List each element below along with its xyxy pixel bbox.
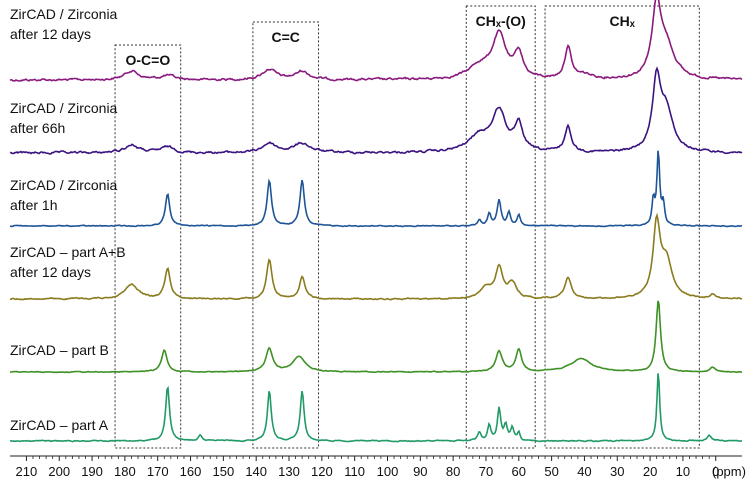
x-tick-label: 120 <box>311 464 333 479</box>
x-axis: 210 200 190 180 170 160 150 140 130 120 110 100 90 80… <box>10 455 746 479</box>
series-label: ZirCAD – part A <box>10 417 109 433</box>
x-tick-label: 150 <box>213 464 235 479</box>
region-box <box>544 5 700 449</box>
region-box <box>465 5 536 449</box>
spectrum-line <box>9 212 743 301</box>
region-box <box>252 21 320 449</box>
region-label: O-C=O <box>125 52 170 68</box>
series-label: after 12 days <box>10 26 91 42</box>
x-tick-label: 190 <box>81 464 103 479</box>
spectrum-line <box>9 0 743 82</box>
series-label: after 66h <box>10 120 65 136</box>
x-tick-label: 200 <box>48 464 70 479</box>
x-tick-label: 140 <box>245 464 267 479</box>
x-tick-label: 50 <box>544 464 558 479</box>
region-box <box>114 44 182 449</box>
series-labels: ZirCAD / Zirconia after 12 days ZirCAD / Z… <box>10 6 126 433</box>
series-label: ZirCAD / Zirconia <box>10 177 118 193</box>
x-tick-label: 0 <box>712 464 719 479</box>
x-tick-label: 80 <box>446 464 460 479</box>
region-label: CHₓ <box>610 13 636 29</box>
x-tick-label: 60 <box>512 464 526 479</box>
x-tick-label: 30 <box>610 464 624 479</box>
x-tick-label: 130 <box>278 464 300 479</box>
spectrum-line <box>9 373 743 443</box>
x-tick-label: 100 <box>377 464 399 479</box>
spectra-traces <box>9 0 743 443</box>
x-tick-label: 20 <box>643 464 657 479</box>
series-label: after 1h <box>10 197 57 213</box>
x-unit-label: (ppm) <box>712 464 746 479</box>
series-label: after 12 days <box>10 264 91 280</box>
x-tick-label: 210 <box>16 464 38 479</box>
series-label: ZirCAD / Zirconia <box>10 100 118 116</box>
x-tick-label: 90 <box>413 464 427 479</box>
x-tick-label: 70 <box>479 464 493 479</box>
x-tick-label: 10 <box>676 464 690 479</box>
x-tick-label: 160 <box>180 464 202 479</box>
series-label: ZirCAD – part A+B <box>10 244 126 260</box>
x-tick-label: 40 <box>577 464 591 479</box>
region-boxes: O-C=O C=C CHₓ-(O) CHₓ <box>114 5 700 449</box>
series-label: ZirCAD / Zirconia <box>10 6 118 22</box>
spectrum-line <box>9 150 743 228</box>
spectrum-line <box>9 66 743 155</box>
x-tick-label: 180 <box>114 464 136 479</box>
spectrum-line <box>9 300 743 374</box>
region-label: C=C <box>272 29 300 45</box>
region-label: CHₓ-(O) <box>476 13 526 29</box>
x-tick-label: 170 <box>147 464 169 479</box>
x-tick-label: 110 <box>344 464 365 479</box>
series-label: ZirCAD – part B <box>10 342 109 358</box>
